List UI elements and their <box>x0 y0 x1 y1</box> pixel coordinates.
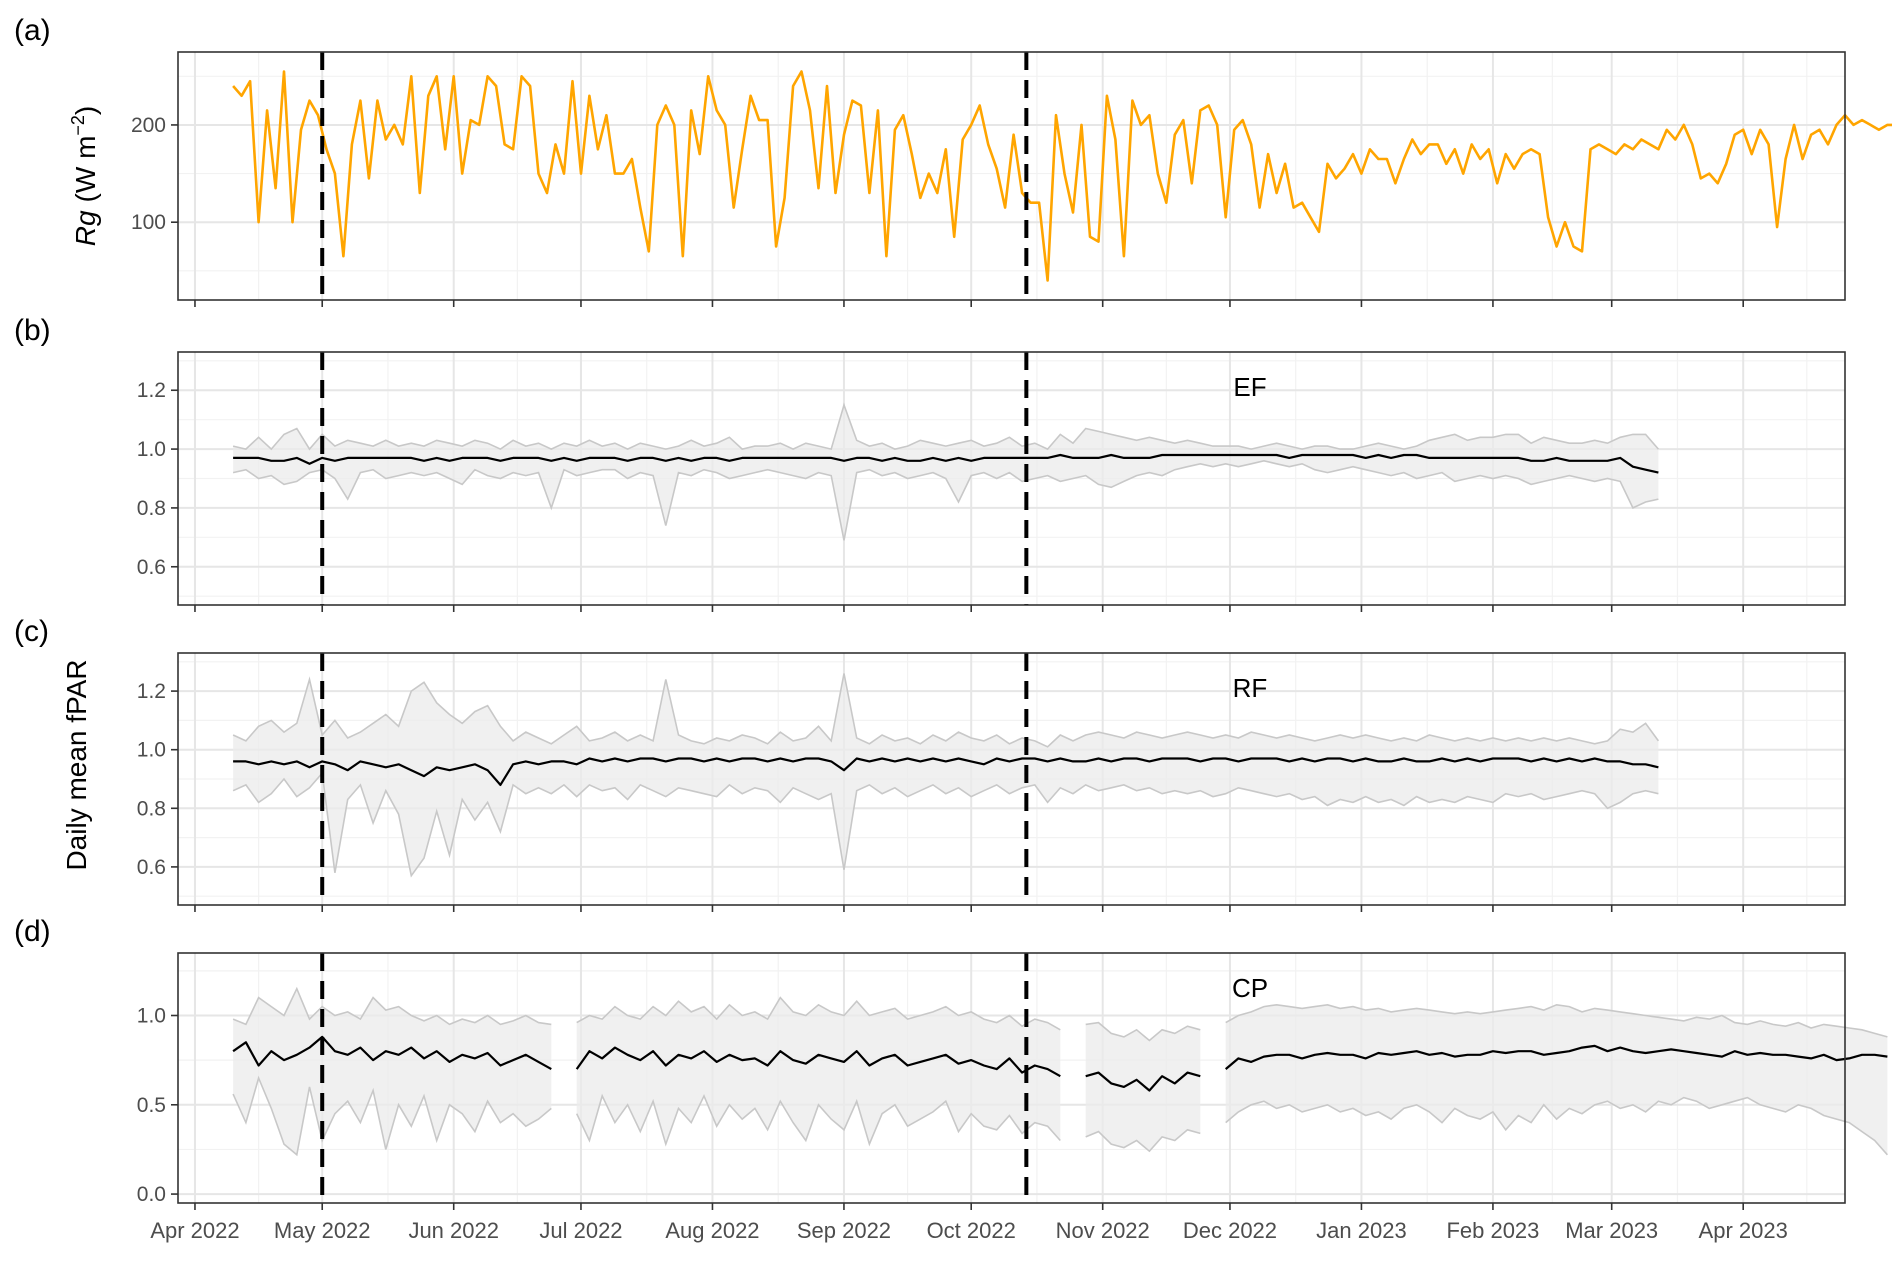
rg-ylabel-exponent: −2 <box>68 115 88 136</box>
panel-label: EF <box>1233 372 1266 402</box>
rg-ylabel-units: (W m <box>70 136 101 203</box>
lower-bound-line <box>1085 1128 1201 1153</box>
x-tick-label: Feb 2023 <box>1446 1218 1539 1243</box>
panel-border <box>177 51 1846 301</box>
panel-background <box>178 52 1845 300</box>
y-tick-label: 1.2 <box>137 680 166 703</box>
y-tick-label: 1.0 <box>137 739 166 762</box>
rg-ylabel: Rg (W m−2) <box>68 106 101 247</box>
x-tick-label: Jun 2022 <box>408 1218 499 1243</box>
range-band <box>1225 1004 1888 1155</box>
panel-letter: (b) <box>14 314 51 347</box>
x-tick-label: Sep 2022 <box>797 1218 891 1243</box>
panel-border <box>177 652 1846 906</box>
lower-bound-line <box>1225 1096 1888 1156</box>
panel-border <box>177 351 1846 606</box>
x-tick-label: Jul 2022 <box>539 1218 622 1243</box>
panel-label: RF <box>1233 673 1268 703</box>
panel-c: 0.6 0.8 1.0 1.2 (c) RF <box>14 615 1846 912</box>
y-tick-label: 0.0 <box>137 1183 166 1206</box>
y-tick-label: 0.8 <box>137 497 166 520</box>
upper-bound-line <box>1085 1021 1201 1042</box>
y-tick-label: 200 <box>131 114 166 137</box>
x-tick-label: May 2022 <box>274 1218 371 1243</box>
y-tick-label: 100 <box>131 211 166 234</box>
rg-ylabel-close: ) <box>70 106 101 115</box>
lower-bound-line <box>232 1075 552 1157</box>
range-band <box>233 405 1659 541</box>
y-tick-label: 0.6 <box>137 556 166 579</box>
upper-bound-line <box>232 673 1660 748</box>
upper-bound-line <box>576 996 1061 1031</box>
mean-series-line <box>233 453 1659 474</box>
panel-letter: (a) <box>14 14 51 47</box>
lower-bound-line <box>575 1093 1061 1147</box>
rg-ylabel-symbol: Rg <box>70 210 101 246</box>
panel-a: 100 200 (a) Rg (W m−2) <box>14 14 1892 307</box>
mean-series-line <box>233 757 1659 786</box>
x-tick-label: Apr 2023 <box>1699 1218 1788 1243</box>
x-tick-label: Aug 2022 <box>665 1218 759 1243</box>
y-tick-label: 1.2 <box>137 379 166 402</box>
x-tick-label: Jan 2023 <box>1316 1218 1407 1243</box>
x-tick-label: Nov 2022 <box>1056 1218 1150 1243</box>
mean-series-line <box>232 1035 552 1071</box>
upper-bound-line <box>1225 1003 1888 1038</box>
y-tick-label: 0.8 <box>137 797 166 820</box>
lower-bound-line <box>232 459 1659 541</box>
panel-label: CP <box>1232 973 1268 1003</box>
y-tick-label: 0.5 <box>137 1094 166 1117</box>
mean-series-line <box>1224 1044 1888 1070</box>
panel-d: 0.0 0.5 1.0 Apr 2022 May 2022 Jun 2022 Jul 202… <box>14 915 1888 1243</box>
x-tick-label: Dec 2022 <box>1183 1218 1277 1243</box>
y-tick-label: 1.0 <box>137 438 166 461</box>
y-tick-label: 1.0 <box>137 1005 166 1028</box>
upper-bound-line <box>232 986 552 1026</box>
panel-border <box>177 952 1846 1204</box>
panel-b: 0.6 0.8 1.0 1.2 (b) EF <box>14 314 1846 612</box>
rg-series-line <box>232 70 1892 282</box>
mean-series-line <box>575 1046 1061 1078</box>
range-band <box>1085 1022 1201 1152</box>
range-band <box>233 988 552 1155</box>
x-tick-label: Oct 2022 <box>927 1218 1016 1243</box>
x-tick-label: Apr 2022 <box>150 1218 239 1243</box>
panel-letter: (d) <box>14 915 51 948</box>
panel-letter: (c) <box>14 615 49 648</box>
x-tick-label: Mar 2023 <box>1565 1218 1658 1243</box>
upper-bound-line <box>232 402 1660 451</box>
y-tick-label: 0.6 <box>137 856 166 879</box>
mean-series-line <box>1085 1071 1201 1092</box>
lower-bound-line <box>232 771 1659 878</box>
range-band <box>233 673 1659 876</box>
